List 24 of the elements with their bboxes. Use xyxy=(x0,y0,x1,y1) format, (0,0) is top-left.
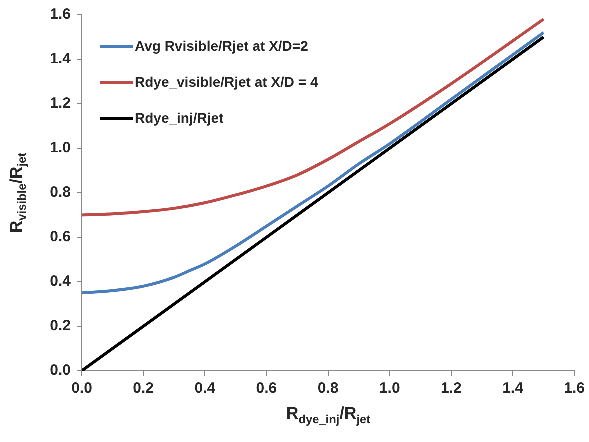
line-series xyxy=(82,18,546,217)
y-tick-label: 0.6 xyxy=(50,228,71,246)
y-tick-label: 0.8 xyxy=(50,184,71,202)
x-tick-label: 1.0 xyxy=(379,380,400,398)
x-tick-label: 0.4 xyxy=(194,380,216,398)
x-tick-label: 1.2 xyxy=(441,380,462,398)
x-tick-label: 0.2 xyxy=(133,380,154,398)
y-tick-label: 0.0 xyxy=(50,362,71,380)
legend-label: Rdye_inj/Rjet xyxy=(135,110,224,126)
y-tick-label: 1.6 xyxy=(50,6,71,24)
x-tick-label: 0.0 xyxy=(72,380,92,398)
x-axis-title: R$_{dye_inj}$/R$_{jet}$ xyxy=(285,404,372,426)
x-tick-label: 0.8 xyxy=(318,380,339,398)
x-tick-label: 0.6 xyxy=(256,380,278,398)
y-tick-label: 1.4 xyxy=(50,50,72,68)
x-tick-label: 1.6 xyxy=(564,380,586,398)
y-tick-label: 1.2 xyxy=(50,95,71,112)
y-tick-label: 0.4 xyxy=(50,273,72,290)
y-tick-label: 1.0 xyxy=(50,140,71,157)
line-series xyxy=(82,31,546,295)
x-tick-label: 1.4 xyxy=(502,380,524,398)
y-tick-label: 0.2 xyxy=(50,318,71,335)
legend-label: Avg Rvisible/Rjet at X/D=2 xyxy=(135,38,308,54)
legend-label: Rdye_visible/Rjet at X/D = 4 xyxy=(135,74,318,90)
